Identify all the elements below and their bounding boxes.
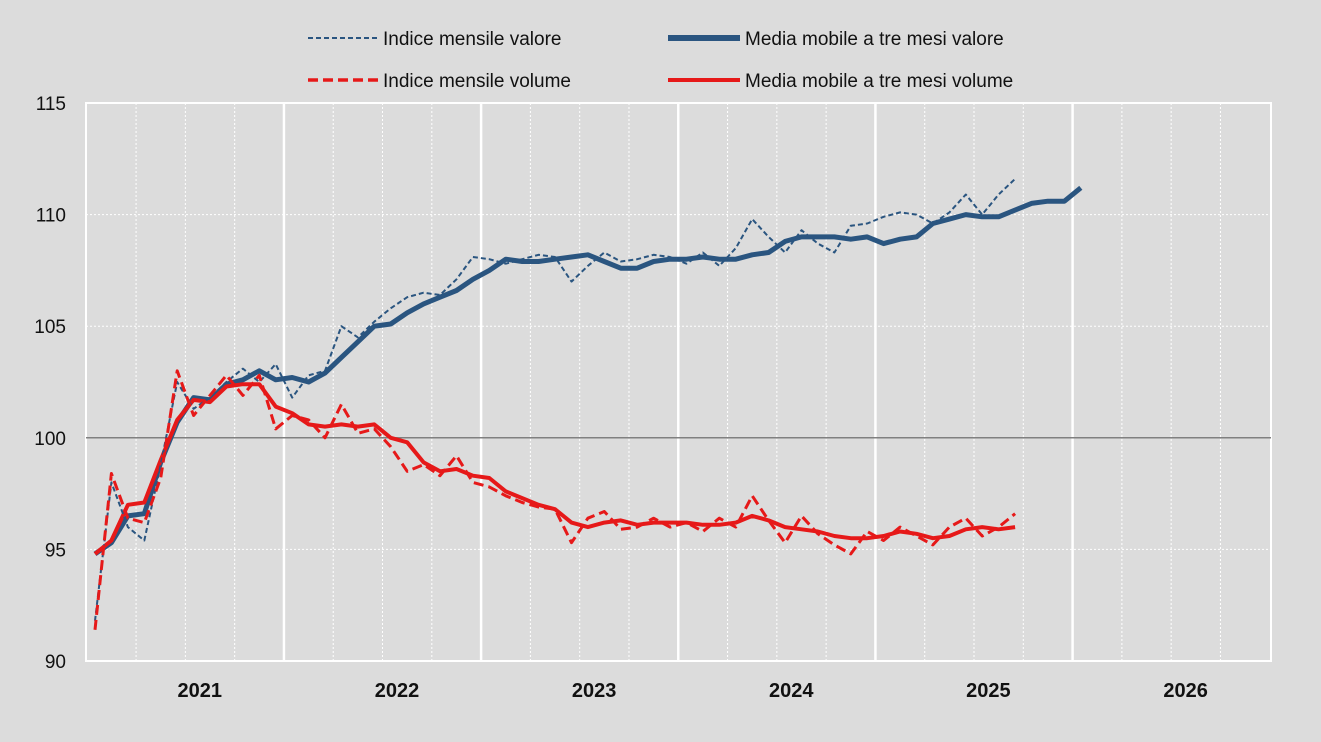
x-tick-label: 2025 [966,680,1011,702]
legend-label: Indice mensile valore [383,29,561,50]
x-tick-label: 2021 [178,680,223,702]
x-tick-label: 2023 [572,680,617,702]
x-tick-label: 2022 [375,680,420,702]
legend-label: Media mobile a tre mesi valore [745,29,1004,50]
x-tick-label: 2026 [1163,680,1208,702]
y-tick-label: 110 [36,206,66,227]
y-tick-label: 100 [34,429,66,450]
legend-label: Media mobile a tre mesi volume [745,71,1013,92]
series-group [93,178,1083,630]
y-tick-label: 105 [34,317,66,338]
legend: Indice mensile valore Media mobile a tre … [308,29,1013,92]
series-line-0 [94,178,1016,621]
y-tick-label: 95 [45,540,66,561]
y-tick-label: 115 [36,94,66,115]
x-axis-ticks: 2021 2022 2023 2024 2025 2026 [178,680,1208,702]
x-tick-label: 2024 [769,680,814,702]
y-axis-ticks: 90 95 100 105 110 115 [34,94,66,673]
y-tick-label: 90 [45,652,66,673]
series-line-1 [93,185,1083,556]
legend-label: Indice mensile volume [383,71,571,92]
series-line-2 [93,369,1017,630]
grid [86,102,1271,662]
